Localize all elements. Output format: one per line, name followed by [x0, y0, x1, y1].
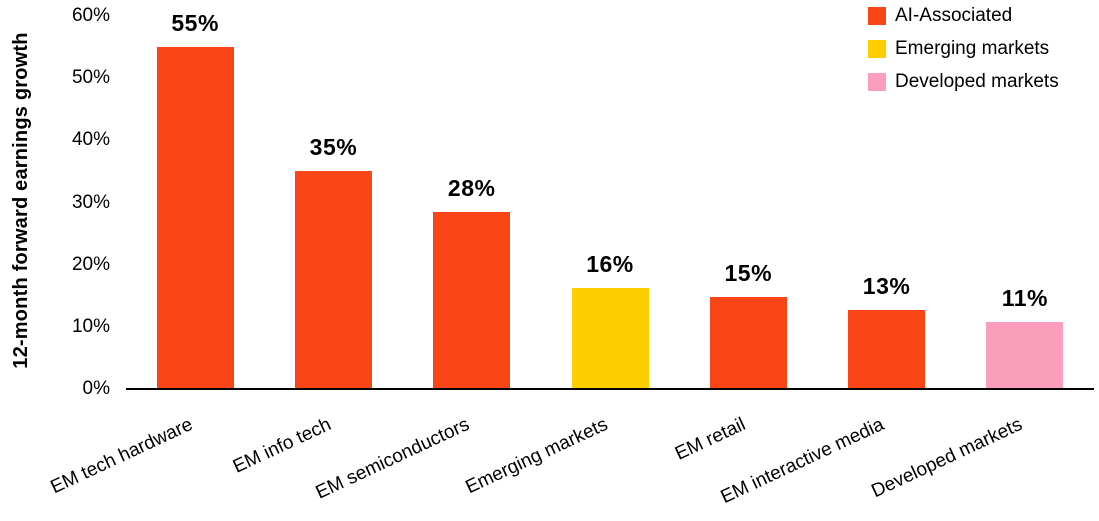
legend-item-emerging-markets: Emerging markets: [868, 39, 1059, 58]
bar-em-interactive-media: [848, 310, 926, 389]
legend-item-developed-markets: Developed markets: [868, 72, 1059, 91]
y-tick-label: 60%: [71, 5, 110, 26]
bar-value-label: 16%: [586, 250, 634, 277]
bar-value-label: 13%: [862, 273, 911, 300]
bar-value-label: 28%: [447, 174, 496, 201]
x-axis-label: EM info tech: [229, 414, 335, 478]
x-axis-label: EM retail: [672, 414, 750, 465]
legend-label: Developed markets: [895, 71, 1059, 92]
bar-emerging-markets: [571, 287, 649, 389]
bar-em-info-tech: [294, 171, 372, 389]
x-axis-line: [126, 388, 1094, 390]
legend: AI-Associated Emerging markets Developed m…: [868, 6, 1059, 91]
legend-item-ai-associated: AI-Associated: [868, 6, 1059, 25]
y-tick-label: 0%: [82, 378, 110, 399]
y-tick-label: 50%: [71, 67, 110, 89]
bar-em-tech-hardware: [156, 47, 234, 389]
legend-label: AI-Associated: [895, 5, 1013, 26]
plot-area: [126, 16, 1094, 389]
bar-em-retail: [709, 297, 787, 389]
bar-value-label: 15%: [724, 259, 773, 286]
legend-swatch-icon: [868, 72, 886, 91]
x-axis-label: EM tech hardware: [47, 414, 197, 499]
x-axis-label: Developed markets: [868, 414, 1026, 503]
bar-developed-markets: [986, 321, 1064, 389]
bar-value-label: 11%: [1001, 284, 1048, 311]
x-axis-label: Emerging markets: [462, 414, 611, 499]
bar-em-semiconductors: [433, 211, 511, 389]
bar-value-label: 35%: [309, 134, 358, 161]
legend-label: Emerging markets: [895, 38, 1050, 59]
y-tick-label: 30%: [71, 191, 110, 213]
y-tick-label: 40%: [71, 129, 110, 151]
y-tick-label: 10%: [71, 315, 110, 337]
x-axis-label: EM semiconductors: [312, 414, 473, 504]
y-tick-label: 20%: [71, 253, 110, 275]
bar-value-label: 55%: [171, 10, 219, 37]
legend-swatch-icon: [868, 6, 886, 25]
legend-swatch-icon: [868, 39, 886, 58]
